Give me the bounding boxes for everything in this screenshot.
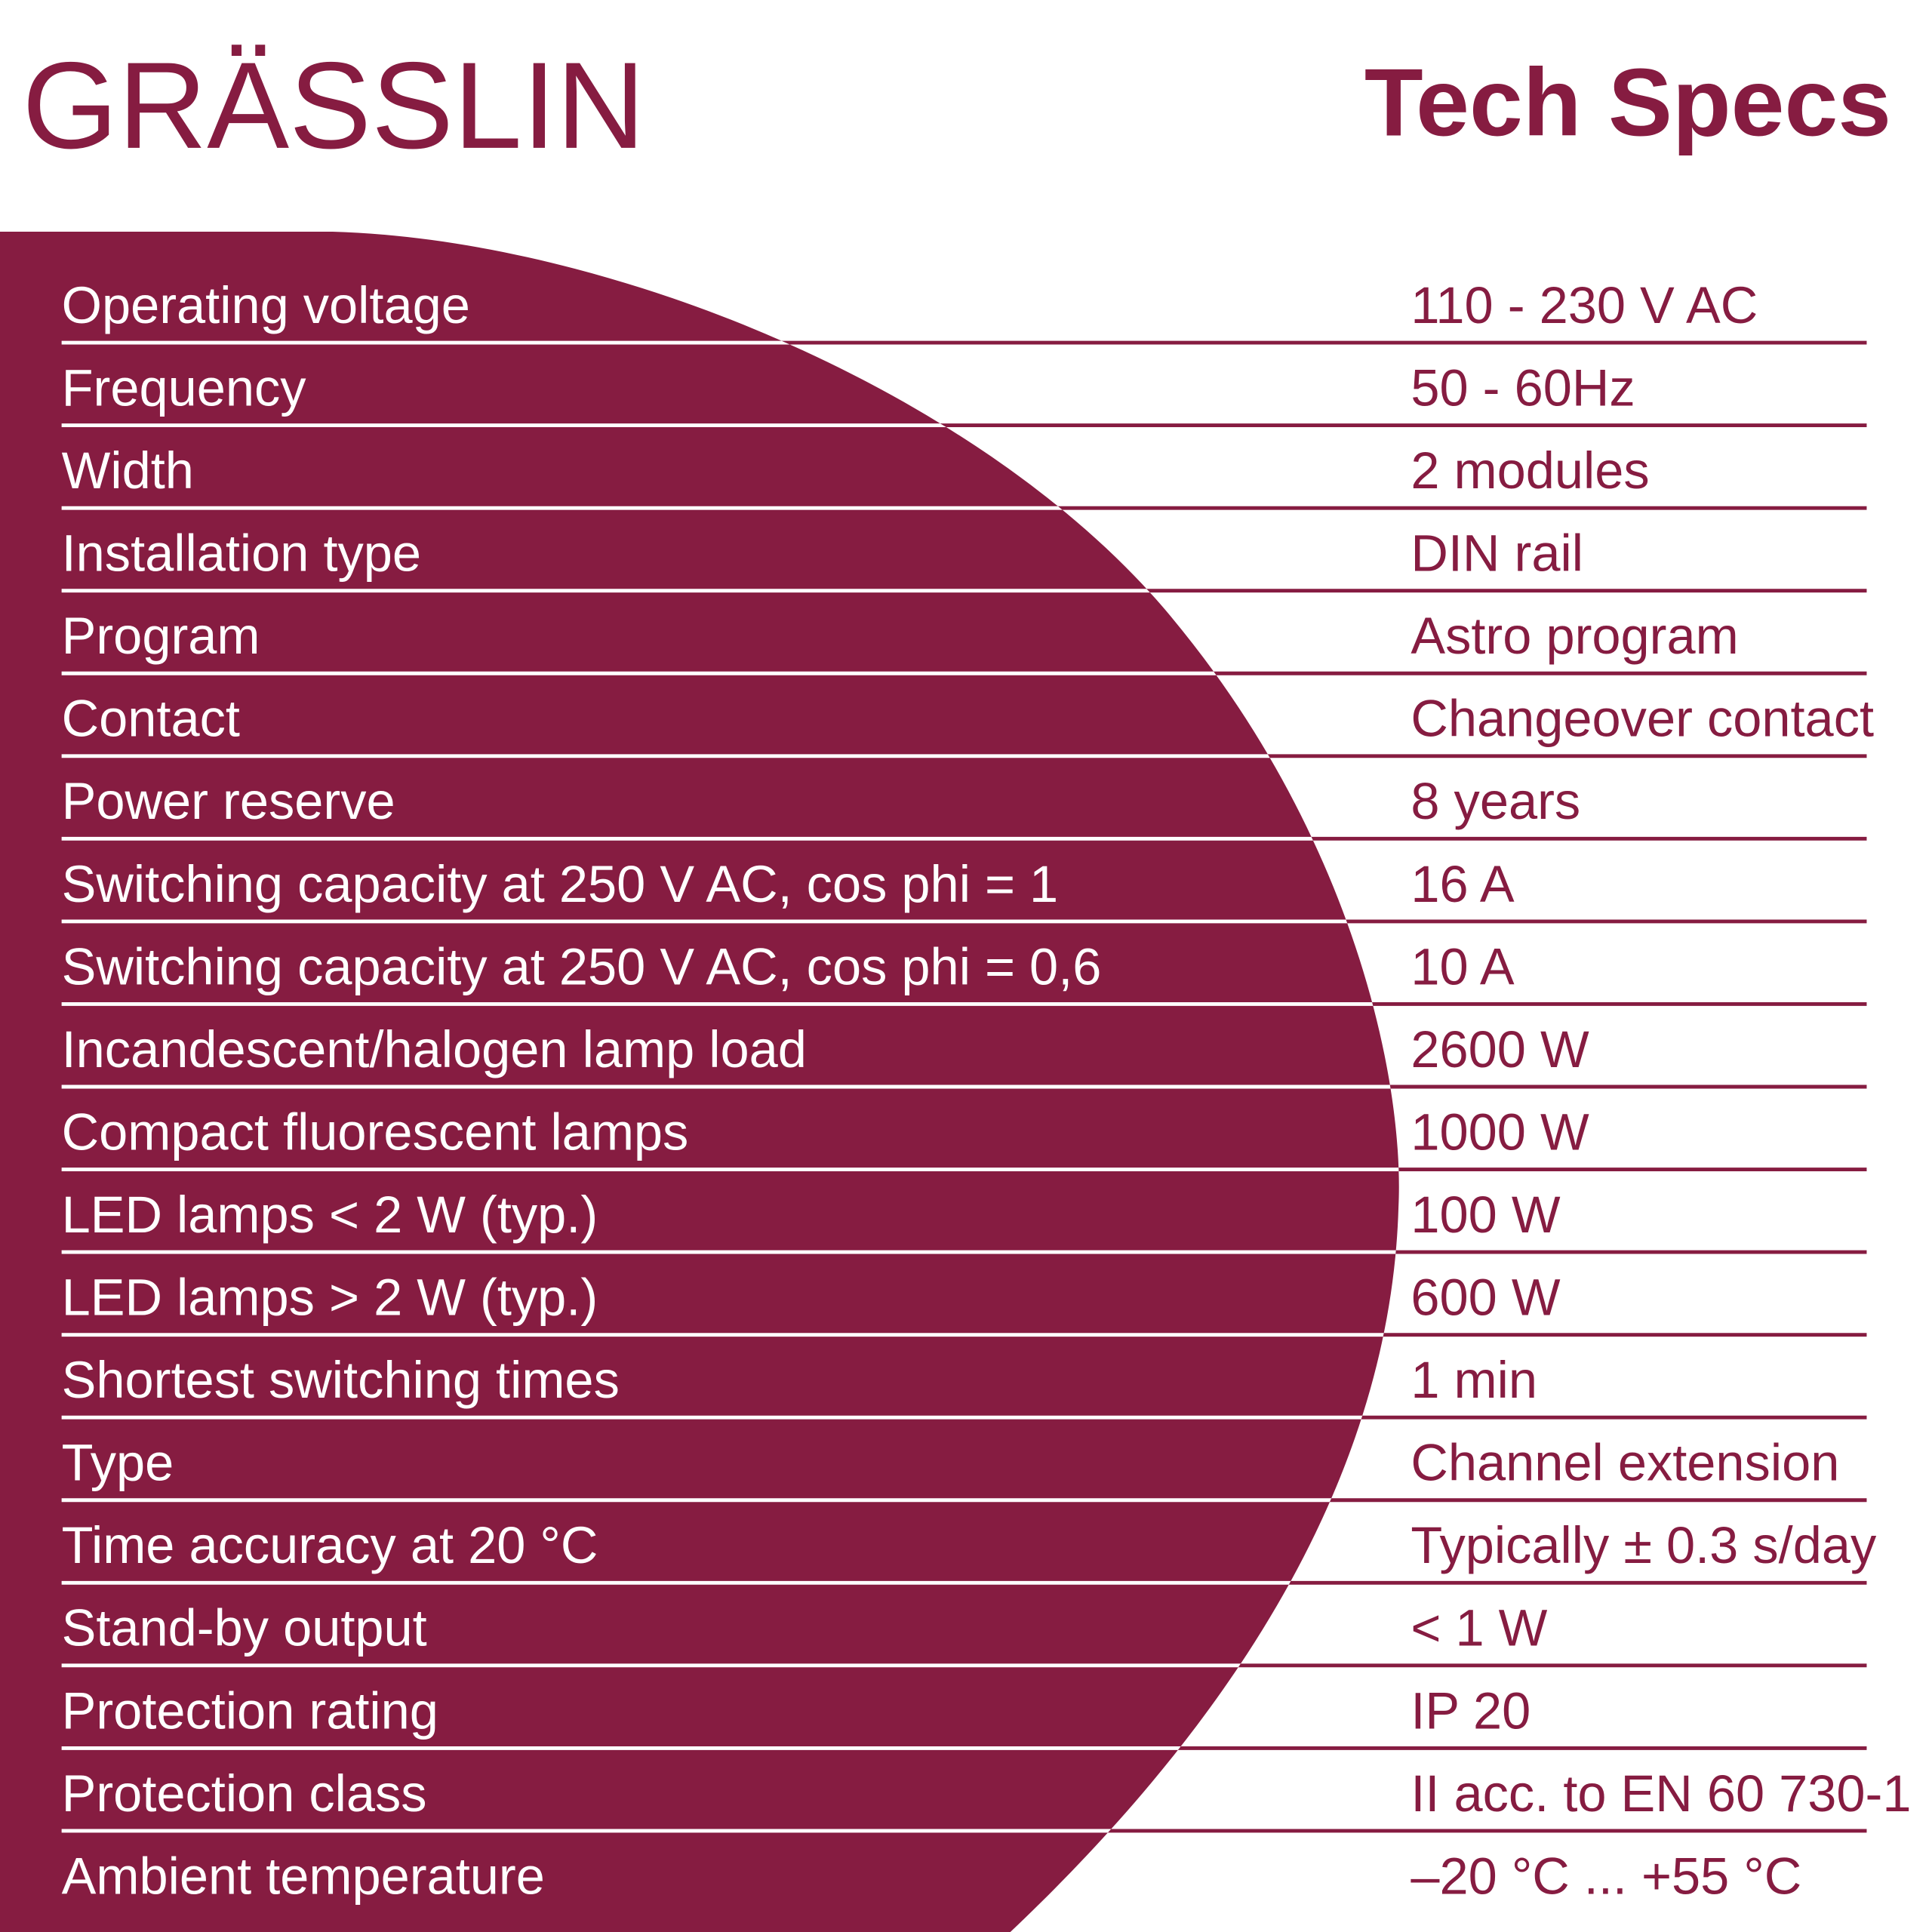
spec-value: Typically ± 0.3 s/day <box>1411 1516 1877 1574</box>
spec-label: Power reserve <box>62 772 395 830</box>
spec-label: Program <box>62 607 260 665</box>
spec-value: 2600 W <box>1411 1020 1589 1078</box>
spec-value: II acc. to EN 60 730-1 <box>1411 1764 1911 1823</box>
spec-value: < 1 W <box>1411 1599 1547 1657</box>
spec-label: Time accuracy at 20 °C <box>62 1516 598 1574</box>
page-title: Tech Specs <box>1364 49 1891 156</box>
spec-value: Channel extension <box>1411 1434 1839 1492</box>
spec-label: Protection rating <box>62 1681 438 1740</box>
spec-value: 8 years <box>1411 772 1580 830</box>
logo: GRÄSSLIN <box>22 36 645 174</box>
spec-label: Switching capacity at 250 V AC, cos phi … <box>62 855 1059 913</box>
spec-value: –20 °C ... +55 °C <box>1411 1847 1801 1905</box>
spec-label: Switching capacity at 250 V AC, cos phi … <box>62 937 1102 995</box>
spec-value: 100 W <box>1411 1186 1560 1244</box>
spec-value: IP 20 <box>1411 1681 1531 1740</box>
row-lines-light <box>61 340 1399 1833</box>
spec-label: LED lamps > 2 W (typ.) <box>62 1269 598 1327</box>
spec-value: 2 modules <box>1411 441 1649 500</box>
spec-value: DIN rail <box>1411 525 1583 583</box>
spec-label: Contact <box>62 690 240 748</box>
spec-label: Shortest switching times <box>62 1351 620 1409</box>
spec-label: Incandescent/halogen lamp load <box>62 1020 807 1078</box>
spec-value: Astro program <box>1411 607 1738 665</box>
spec-value: 1 min <box>1411 1351 1537 1409</box>
spec-label: Ambient temperature <box>62 1847 545 1905</box>
spec-value: 16 A <box>1411 855 1515 913</box>
spec-value: 600 W <box>1411 1269 1560 1327</box>
spec-label: Width <box>62 441 194 500</box>
spec-label: Operating voltage <box>62 276 470 334</box>
spec-label: Frequency <box>62 358 307 417</box>
spec-label: Type <box>62 1434 174 1492</box>
spec-label: Compact fluorescent lamps <box>62 1103 689 1161</box>
spec-value: Changeover contact <box>1411 690 1874 748</box>
spec-value: 1000 W <box>1411 1103 1589 1161</box>
spec-table: Operating voltage 110 - 230 V AC Frequency… <box>62 276 1912 1905</box>
spec-label: Protection class <box>62 1764 427 1823</box>
background-shape <box>0 231 1399 1932</box>
spec-value: 10 A <box>1411 937 1515 995</box>
spec-value: 50 - 60Hz <box>1411 358 1635 417</box>
spec-label: LED lamps < 2 W (typ.) <box>62 1186 598 1244</box>
spec-label: Stand-by output <box>62 1599 427 1657</box>
spec-label: Installation type <box>62 525 421 583</box>
spec-value: 110 - 230 V AC <box>1411 276 1758 334</box>
